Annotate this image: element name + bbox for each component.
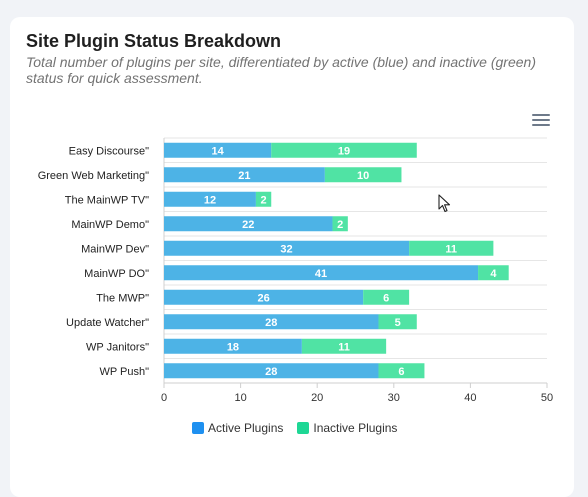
bar-inactive	[478, 265, 509, 281]
category-label: MainWP DO"	[84, 268, 149, 280]
legend: Active Plugins Inactive Plugins	[192, 421, 397, 435]
data-label: 19	[338, 145, 350, 157]
category-label: MainWP Demo"	[71, 219, 149, 231]
data-label: 14	[211, 145, 224, 157]
data-label: 11	[338, 341, 350, 353]
legend-label-active: Active Plugins	[208, 421, 284, 435]
bar-active	[164, 265, 479, 281]
category-label: WP Janitors"	[86, 341, 149, 353]
data-label: 28	[265, 366, 277, 378]
mouse-cursor-icon	[438, 194, 451, 213]
category-label: MainWP Dev"	[81, 243, 149, 255]
data-label: 32	[280, 243, 292, 255]
legend-swatch-active	[192, 422, 204, 434]
x-tick-label: 30	[388, 392, 400, 404]
bar-inactive	[378, 314, 417, 330]
chart-title: Site Plugin Status Breakdown	[26, 31, 282, 51]
bar-inactive	[409, 240, 494, 256]
legend-item-active[interactable]: Active Plugins	[192, 421, 283, 435]
category-label: Easy Discourse"	[69, 145, 149, 157]
category-label: The MainWP TV"	[65, 194, 149, 206]
legend-item-inactive[interactable]: Inactive Plugins	[297, 421, 397, 435]
legend-label-inactive: Inactive Plugins	[313, 421, 398, 435]
data-label: 22	[242, 219, 254, 231]
x-tick-label: 40	[464, 392, 476, 404]
data-label: 10	[357, 170, 369, 182]
bar-inactive	[378, 363, 425, 379]
category-label: The MWP"	[96, 292, 149, 304]
bar-inactive	[301, 338, 387, 354]
x-tick-label: 20	[311, 392, 323, 404]
data-label: 26	[257, 292, 269, 304]
hamburger-menu-icon[interactable]	[532, 114, 550, 128]
bar-active	[164, 289, 364, 305]
data-label: 21	[238, 170, 250, 182]
data-label: 12	[204, 194, 216, 206]
bar-inactive	[332, 216, 348, 232]
chart-card: Site Plugin Status Breakdown Total numbe…	[10, 17, 574, 497]
bar-inactive	[255, 191, 272, 207]
x-tick-label: 10	[234, 392, 246, 404]
legend-swatch-inactive	[297, 422, 310, 434]
x-tick-label: 0	[161, 392, 167, 404]
bar-active	[164, 142, 272, 158]
bar-active	[164, 216, 333, 232]
chart-subtitle: Total number of plugins per site, differ…	[26, 54, 536, 86]
category-label: WP Push"	[99, 366, 149, 378]
category-label: Green Web Marketing"	[38, 170, 149, 182]
data-label: 28	[265, 317, 277, 329]
data-label: 4	[490, 268, 497, 280]
bar-active	[164, 338, 302, 354]
data-label: 2	[337, 219, 343, 231]
x-tick-label: 50	[541, 392, 553, 404]
data-label: 11	[445, 243, 457, 255]
data-label: 2	[261, 194, 267, 206]
bar-inactive	[271, 142, 417, 158]
data-label: 5	[395, 317, 401, 329]
bar-inactive	[324, 167, 402, 183]
bar-active	[164, 167, 325, 183]
data-label: 41	[315, 268, 327, 280]
data-label: 6	[398, 366, 404, 378]
bar-active	[164, 240, 410, 256]
bar-active	[164, 314, 379, 330]
bar-inactive	[363, 289, 410, 305]
bar-active	[164, 191, 256, 207]
data-label: 6	[383, 292, 389, 304]
bar-chart: Easy Discourse" 14 19 Green Web Marketing" 2…	[38, 137, 553, 404]
bar-active	[164, 363, 379, 379]
category-label: Update Watcher"	[66, 317, 149, 329]
data-label: 18	[227, 341, 239, 353]
